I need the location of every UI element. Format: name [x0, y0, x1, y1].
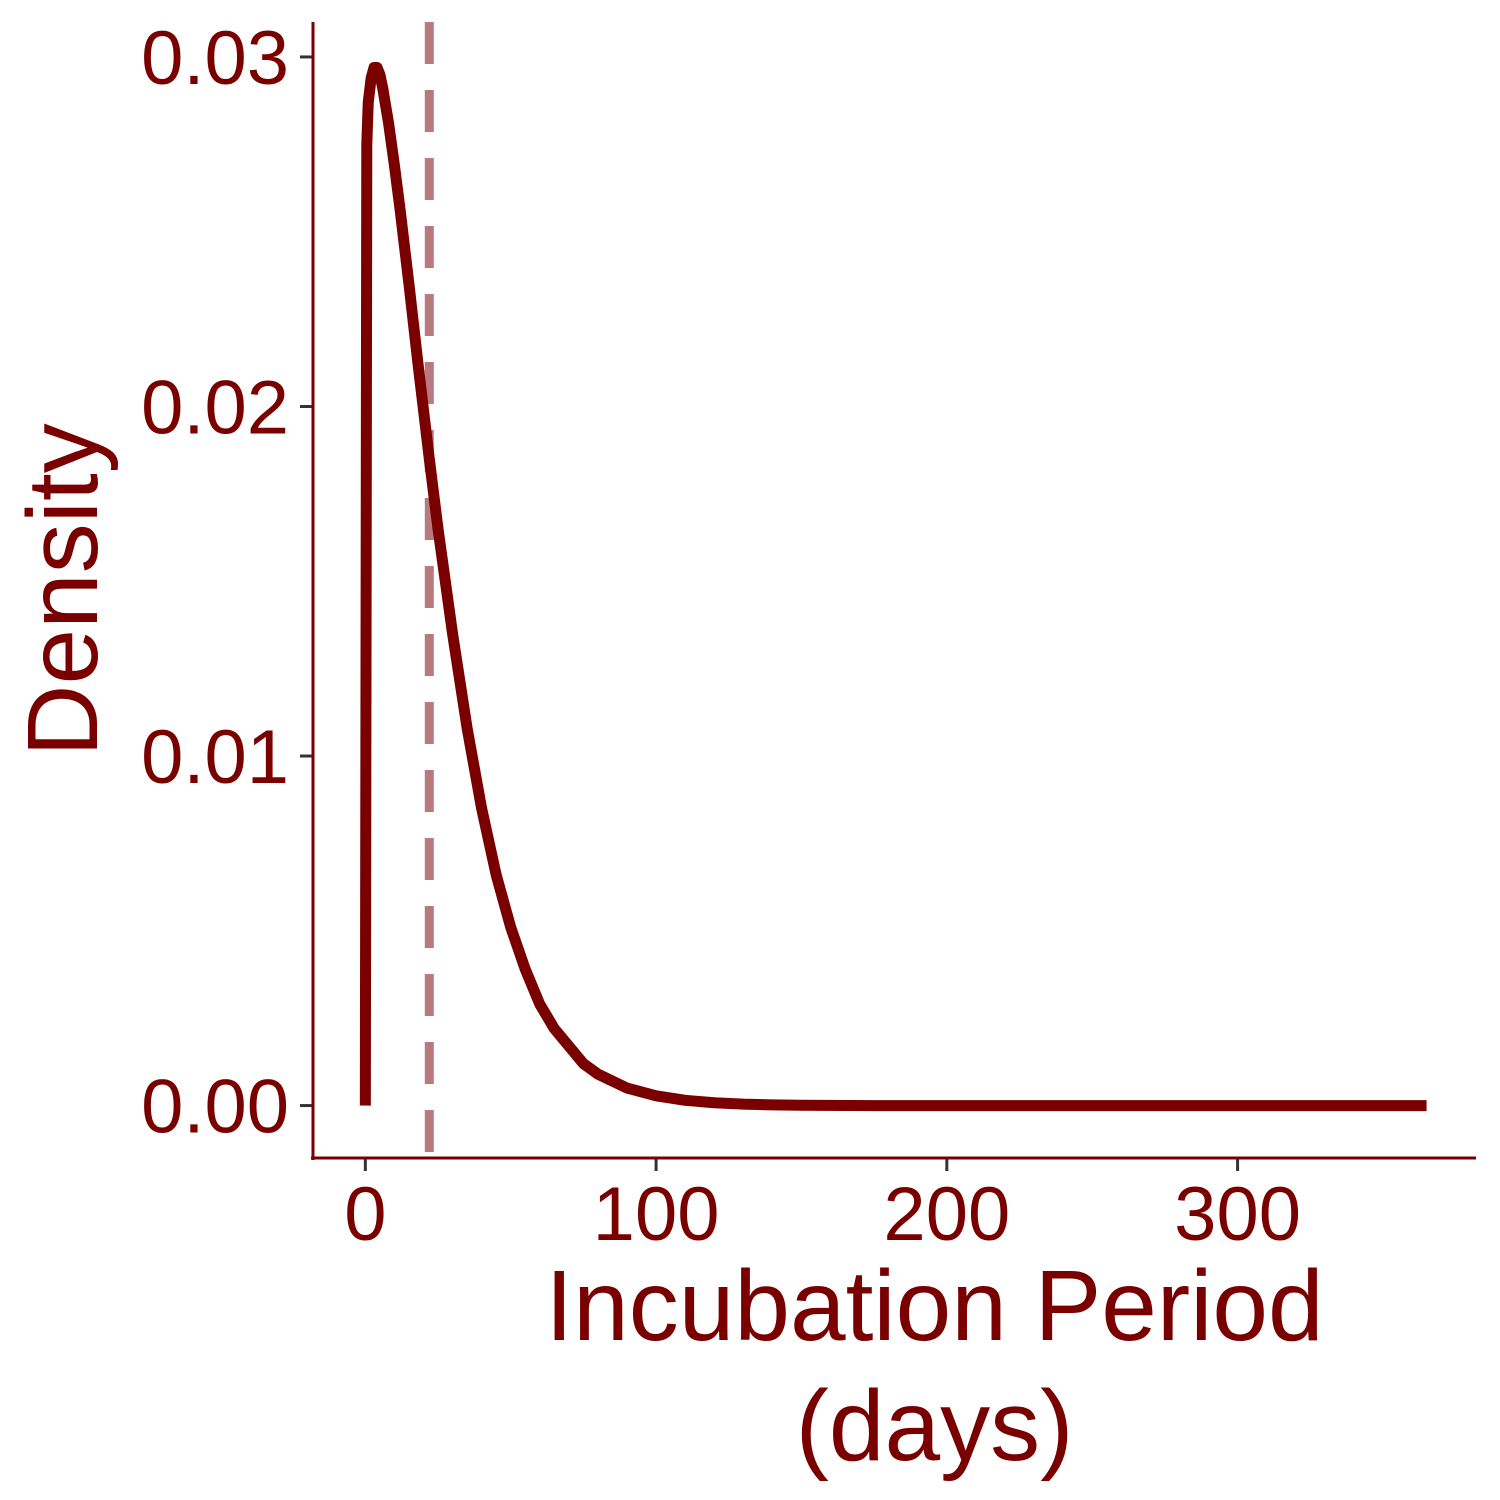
x-tick-labels: 0 100 200 300: [344, 1172, 1301, 1257]
x-axis-title-line: (days): [796, 1370, 1074, 1482]
x-tick-label: 100: [593, 1172, 720, 1257]
y-tick-label: 0.01: [141, 715, 289, 800]
x-axis-title: Incubation Period (days): [545, 1250, 1323, 1482]
y-tick-label: 0.02: [141, 365, 289, 450]
y-tick-label: 0.00: [141, 1065, 289, 1150]
y-tick-label: 0.03: [141, 16, 289, 101]
density-curve: [359, 61, 1427, 1112]
x-tick-label: 200: [883, 1172, 1010, 1257]
x-tick-marks: [363, 1158, 1240, 1171]
x-tick-label: 300: [1174, 1172, 1301, 1257]
y-tick-marks: [300, 55, 313, 1108]
y-tick-labels: 0.00 0.01 0.02 0.03: [141, 16, 289, 1150]
x-axis-title-line: Incubation Period: [545, 1250, 1323, 1362]
y-axis-title: Density: [7, 423, 119, 756]
x-tick-label: 0: [344, 1172, 386, 1257]
